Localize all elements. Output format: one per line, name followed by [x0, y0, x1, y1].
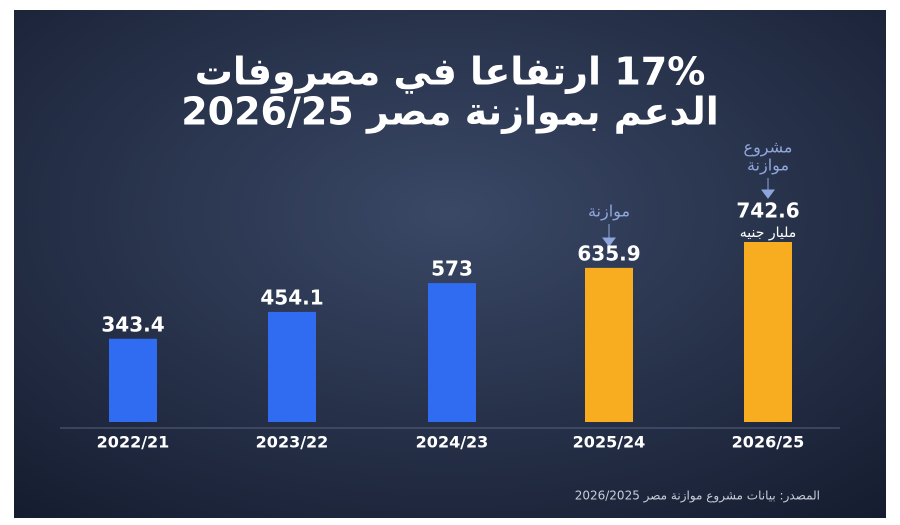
source: المصدر: بيانات مشروع موازنة مصر 2026/202…	[575, 489, 820, 504]
title-line: الدعم بموازنة مصر 2026/25	[181, 90, 719, 135]
annotation: موازنة	[588, 202, 630, 222]
bar	[428, 283, 476, 422]
bar	[268, 311, 316, 422]
x-tick-label: 2025/24	[573, 433, 646, 452]
annotation: مشروع	[744, 138, 793, 158]
arrow	[761, 178, 775, 199]
value-label: 742.6	[736, 199, 799, 223]
unit-label: مليار جنيه	[740, 225, 796, 241]
x-tick-label: 2023/22	[256, 433, 329, 452]
bar	[744, 242, 792, 422]
arrow	[602, 224, 616, 247]
value-label: 573	[431, 257, 473, 281]
title-line: 17% ارتفاعا في مصروفات	[195, 50, 706, 95]
value-label: 635.9	[577, 241, 640, 265]
bar	[109, 338, 157, 422]
value-label: 454.1	[260, 285, 323, 309]
annotation: موازنة	[747, 156, 789, 176]
bar	[585, 267, 633, 422]
x-tick-label: 2026/25	[732, 433, 805, 452]
x-tick-label: 2024/23	[416, 433, 489, 452]
value-label: 343.4	[101, 312, 164, 336]
background	[14, 10, 886, 518]
x-tick-label: 2022/21	[97, 433, 170, 452]
